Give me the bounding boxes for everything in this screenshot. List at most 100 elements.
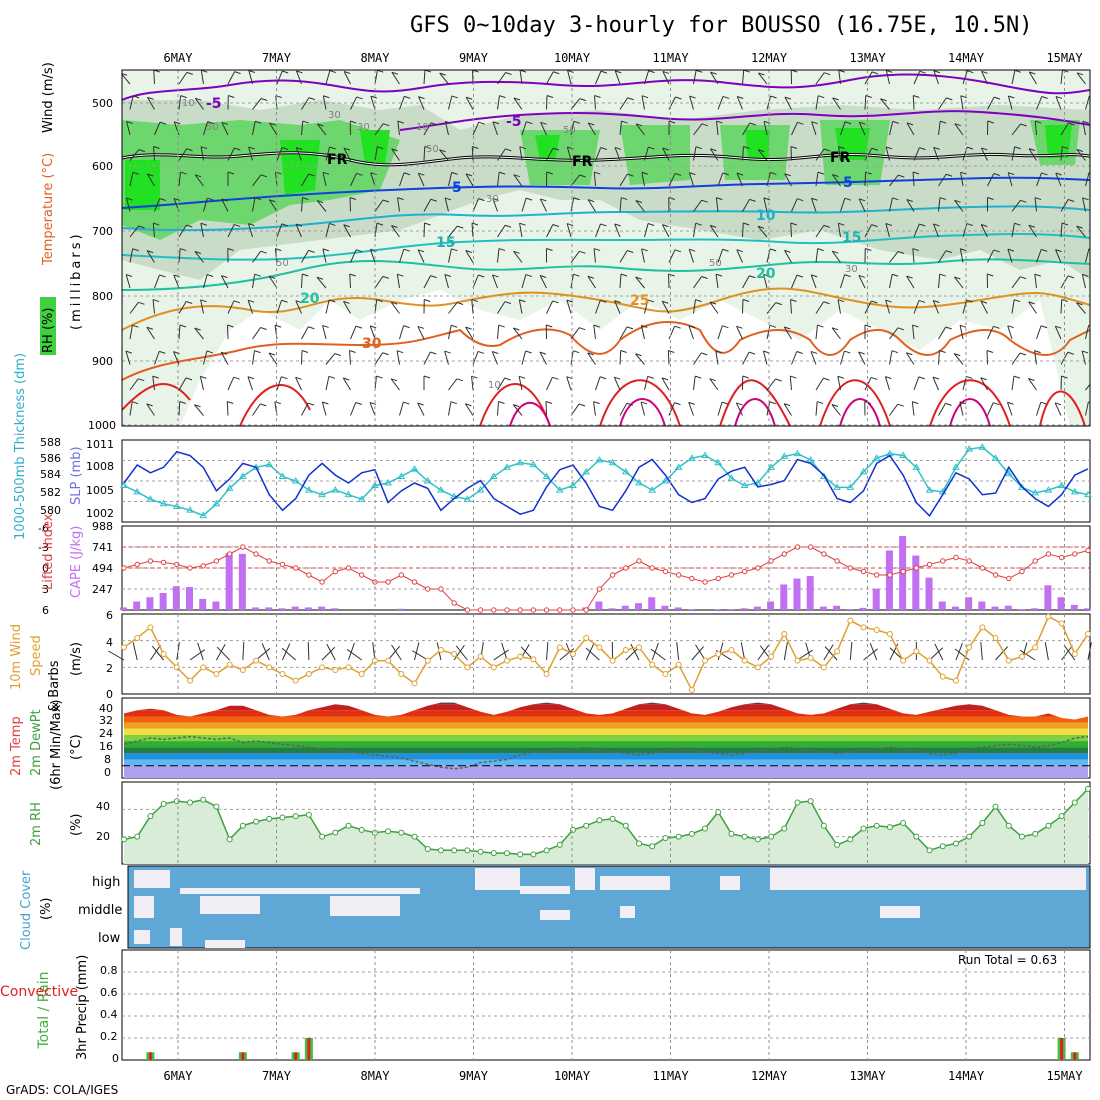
wind-barb-flag <box>281 146 289 150</box>
wind-barb-flag <box>492 274 499 278</box>
contour-label: 25 <box>630 293 649 309</box>
wind-barb <box>252 250 262 263</box>
surface-barb <box>387 645 401 661</box>
lifted-index-point <box>979 565 986 571</box>
wind-barb <box>905 352 915 365</box>
surface-barb <box>757 645 769 661</box>
wind-barb <box>717 401 723 416</box>
wind-barb-flag <box>221 351 228 355</box>
contour-5 <box>122 176 1090 209</box>
lifted-index-point <box>755 565 761 571</box>
y-tick: 800 <box>92 290 113 303</box>
thickness-point <box>318 490 326 498</box>
precip-label-c: 3hr Precip (mm) <box>75 955 90 1060</box>
y-tick: 500 <box>92 97 113 110</box>
wind-barb-flag <box>132 171 140 175</box>
date-label-top: 14MAY <box>948 51 985 65</box>
cape-ticks: -6 -3 0 3 6 988 741 494 247 <box>38 520 113 617</box>
thickness-point <box>582 467 591 475</box>
thickness-point <box>714 458 723 466</box>
thickness-point <box>1057 481 1066 489</box>
wind-barb <box>912 248 915 263</box>
wind-barb-flag <box>513 404 520 408</box>
lifted-index-point <box>385 579 391 585</box>
surface-barb <box>326 643 336 661</box>
wind-barb <box>832 97 841 110</box>
wind-barb-flag <box>823 148 831 152</box>
wind-barb-flag <box>492 351 499 354</box>
cape-bar <box>965 597 973 610</box>
surface-barb <box>1061 645 1073 661</box>
wind-barb-flag <box>526 121 533 125</box>
wind-speed-point <box>173 664 180 671</box>
rh2m-point <box>688 830 695 837</box>
wind-barb-flag <box>891 350 899 354</box>
wind-barb-flag <box>912 401 919 405</box>
wind-barb-flag <box>1076 302 1083 306</box>
wind-barb-flag <box>492 121 500 125</box>
cape-tick: 988 <box>92 520 113 533</box>
thickness-point <box>423 477 432 484</box>
wind-barb-flag <box>737 96 744 99</box>
wind-barb-flag <box>1019 352 1027 356</box>
wind-barb-flag <box>227 324 234 328</box>
wind-barb-flag <box>566 299 574 303</box>
date-label-top: 9MAY <box>459 51 489 65</box>
thickness-tick: 580 <box>40 504 61 517</box>
wind-barb-flag <box>865 95 872 98</box>
wind-barb <box>688 325 694 340</box>
wind-barb <box>912 325 915 340</box>
wind-barb-flag <box>954 123 961 127</box>
wind-barb-flag <box>423 375 431 379</box>
wind-speed-point <box>424 657 431 664</box>
surface-barb <box>797 649 813 661</box>
cape-bar <box>819 606 827 610</box>
wind-barb <box>512 404 523 416</box>
lifted-index-point <box>860 568 867 575</box>
thickness-point <box>146 495 155 502</box>
cape-bar <box>1017 609 1025 610</box>
wind-barb-flag <box>993 96 1001 100</box>
wind-barb-flag <box>966 375 973 379</box>
lifted-index-point <box>1019 568 1025 575</box>
lifted-index-point <box>794 544 801 550</box>
thickness-point <box>120 481 128 489</box>
wind-barb <box>513 97 523 110</box>
wind-barb <box>614 147 621 161</box>
rh-core-5 <box>835 128 870 160</box>
wind-barb-flag <box>933 70 941 74</box>
rh-contour-label: 50 <box>206 122 219 133</box>
wind-barb <box>1011 299 1015 314</box>
wind-barb-flag <box>614 300 621 304</box>
wind-barb-flag <box>993 173 1001 177</box>
wind-barb-flag <box>504 377 511 381</box>
wind-speed-point <box>1032 644 1039 651</box>
wind-barb-flag <box>939 350 946 354</box>
wind-barb <box>1055 96 1062 110</box>
wind-barb-flag <box>1081 350 1089 354</box>
wind-barb-flag <box>880 98 887 102</box>
wind-barb-flag <box>749 275 756 279</box>
surface-barb <box>151 645 165 661</box>
cape-bar <box>318 606 326 610</box>
lifted-index-point <box>530 607 537 613</box>
wind-barb-flag <box>635 123 643 127</box>
wind-barb <box>757 72 768 85</box>
contour-label: 20 <box>300 291 320 307</box>
wind-barb-flag <box>539 351 547 355</box>
wind-speed-point <box>503 657 510 664</box>
wind-barb <box>981 71 988 85</box>
wind-barb-flag <box>832 97 839 101</box>
wind-barb-flag <box>695 222 702 226</box>
wind-barb-flag <box>343 224 350 228</box>
wind-barb <box>954 200 964 212</box>
surface-barb <box>717 642 724 661</box>
cloud-level-high: high <box>92 875 120 890</box>
wind-barb <box>200 299 204 314</box>
wind-barb-flag <box>329 146 336 150</box>
wind-speed-point <box>688 687 695 693</box>
contour-label: FR <box>572 154 593 170</box>
wind-barb <box>129 149 140 161</box>
date-label-bottom: 9MAY <box>459 1069 489 1083</box>
thickness-point <box>648 486 657 493</box>
